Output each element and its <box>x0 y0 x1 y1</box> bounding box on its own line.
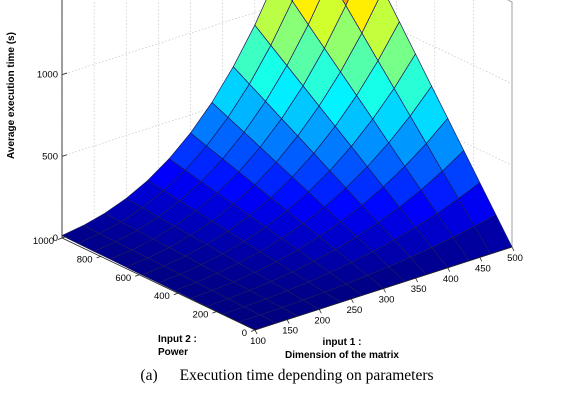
input1-tick-label: 450 <box>475 263 491 274</box>
input1-axis-label-line2: Dimension of the matrix <box>285 350 399 361</box>
input2-tick <box>173 292 178 296</box>
input2-tick <box>57 237 63 240</box>
z-axis-label: Average execution time (s) <box>6 32 17 159</box>
input1-tick <box>479 257 483 262</box>
input1-tick <box>511 246 515 252</box>
input2-tick-label: 200 <box>193 310 209 321</box>
input2-tick <box>96 256 101 259</box>
z-tick <box>61 236 68 239</box>
input2-tick-label: 1000 <box>33 236 54 247</box>
input1-tick-label: 350 <box>411 284 427 295</box>
input2-axis-label-line2: Power <box>158 347 188 358</box>
input1-tick <box>383 288 386 293</box>
input2-tick-label: 600 <box>115 273 131 284</box>
input2-tick-label: 800 <box>77 254 93 265</box>
input2-tick-label: 400 <box>154 291 170 302</box>
z-tick <box>61 72 68 76</box>
input1-tick <box>351 298 354 304</box>
input1-tick-label: 150 <box>282 326 298 337</box>
input2-tick <box>212 311 217 314</box>
input2-tick <box>250 329 256 332</box>
input1-tick-label: 500 <box>507 253 523 264</box>
input2-tick <box>135 274 140 277</box>
caption-tag: (a) <box>140 367 158 384</box>
input1-tick-label: 200 <box>314 315 330 326</box>
input2-axis-label-line1: Input 2 : <box>158 334 197 345</box>
input1-tick-label: 100 <box>250 336 266 347</box>
input1-tick <box>447 267 451 272</box>
input1-tick <box>415 277 418 283</box>
input1-tick <box>254 329 258 335</box>
input1-tick-label: 400 <box>443 274 459 285</box>
figure-caption: (a) Execution time depending on parameter… <box>0 367 574 385</box>
input2-tick-label: 0 <box>242 328 247 339</box>
input1-tick-label: 250 <box>346 305 362 316</box>
input1-axis-label-line1: input 1 : <box>323 337 362 348</box>
surface-patch <box>342 0 349 6</box>
z-tick-label: 1000 <box>37 70 58 81</box>
z-tick-label: 500 <box>42 151 58 162</box>
input1-tick-label: 300 <box>379 295 395 306</box>
z-tick-label: 0 <box>53 233 58 244</box>
input2-axis-line <box>61 237 256 331</box>
caption-text: Execution time depending on parameters <box>179 367 434 384</box>
input1-tick <box>318 309 322 314</box>
z-tick <box>61 154 68 157</box>
surface-plot: 0500100015001001502002503003504004505000… <box>6 0 523 361</box>
input1-tick <box>286 319 290 324</box>
